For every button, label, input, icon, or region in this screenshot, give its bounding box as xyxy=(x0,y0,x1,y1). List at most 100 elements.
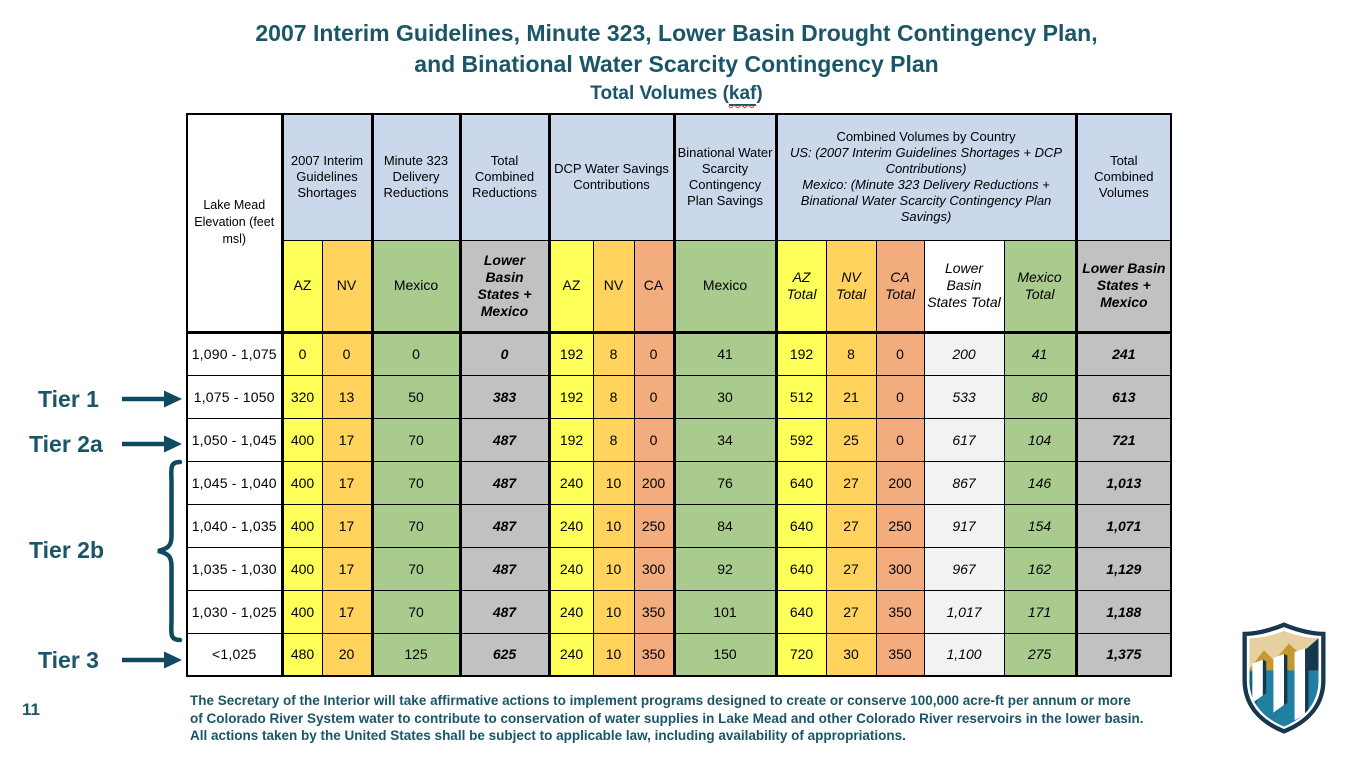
cell-nv-dcp: 10 xyxy=(592,546,635,591)
subheader-mexico: Mexico xyxy=(370,239,461,333)
cell-az-total: 192 xyxy=(774,330,827,376)
cell-elevation: 1,030 - 1,025 xyxy=(186,589,283,634)
footer-note: The Secretary of the Interior will take … xyxy=(190,692,1195,745)
cell-mexico: 70 xyxy=(370,546,461,591)
bureau-of-reclamation-shield-logo xyxy=(1236,620,1332,738)
cell-mexico-binational: 84 xyxy=(672,503,777,548)
logo-dam-tower-shadow xyxy=(1262,659,1267,696)
subheader-mexico-binational: Mexico xyxy=(672,239,777,333)
table-row: 1,045 - 1,040 400 17 70 487 240 10 200 7… xyxy=(186,460,1172,505)
cell-lower-basin-states-total: 867 xyxy=(923,460,1005,505)
table-row: 1,075 - 1050 320 13 50 383 192 8 0 30 51… xyxy=(186,374,1172,419)
cell-mexico: 70 xyxy=(370,503,461,548)
cell-az: 480 xyxy=(280,632,323,677)
cell-total-combined-volumes: 1,071 xyxy=(1074,503,1172,548)
cell-mexico-total: 80 xyxy=(1003,374,1077,419)
cell-total-combined-volumes: 721 xyxy=(1074,417,1172,462)
cell-nv-total: 27 xyxy=(825,460,877,505)
cell-az-dcp: 240 xyxy=(547,503,594,548)
table-row: 1,040 - 1,035 400 17 70 487 240 10 250 8… xyxy=(186,503,1172,548)
cell-total-combined-reductions: 487 xyxy=(458,589,550,634)
cell-ca-dcp: 0 xyxy=(633,374,675,419)
cell-nv-dcp: 10 xyxy=(592,460,635,505)
subheader-total-lower-basin-states-mexico: Lower Basin States + Mexico xyxy=(1074,239,1172,333)
cell-az-total: 640 xyxy=(774,460,827,505)
cell-az: 320 xyxy=(280,374,323,419)
subheader-az-dcp: AZ xyxy=(547,239,594,333)
cell-ca-total: 250 xyxy=(875,503,925,548)
group-header-total-combined-volumes: Total Combined Volumes xyxy=(1074,113,1172,241)
cell-nv-total: 30 xyxy=(825,632,877,677)
combined-volumes-line-3: Mexico: (Minute 323 Delivery Reductions … xyxy=(800,177,1052,225)
subheader-az-total: AZ Total xyxy=(774,239,827,333)
group-header-dcp-water-savings: DCP Water Savings Contributions xyxy=(547,113,675,241)
cell-nv: 13 xyxy=(321,374,373,419)
cell-mexico-binational: 92 xyxy=(672,546,777,591)
subheader-ca-dcp: CA xyxy=(633,239,675,333)
subtitle-suffix: ) xyxy=(756,83,763,104)
cell-az: 400 xyxy=(280,546,323,591)
cell-az: 400 xyxy=(280,589,323,634)
group-header-binational-plan-savings: Binational Water Scarcity Contingency Pl… xyxy=(672,113,777,241)
cell-total-combined-volumes: 1,013 xyxy=(1074,460,1172,505)
cell-az-total: 512 xyxy=(774,374,827,419)
cell-lower-basin-states-total: 967 xyxy=(923,546,1005,591)
table-row: 1,050 - 1,045 400 17 70 487 192 8 0 34 5… xyxy=(186,417,1172,462)
cell-ca-total: 0 xyxy=(875,417,925,462)
cell-az-total: 640 xyxy=(774,503,827,548)
cell-total-combined-reductions: 487 xyxy=(458,503,550,548)
footer-line-1: The Secretary of the Interior will take … xyxy=(190,693,1131,708)
cell-total-combined-reductions: 487 xyxy=(458,460,550,505)
cell-nv-dcp: 10 xyxy=(592,503,635,548)
cell-mexico-total: 41 xyxy=(1003,330,1077,376)
cell-elevation: 1,050 - 1,045 xyxy=(186,417,283,462)
cell-az: 400 xyxy=(280,503,323,548)
cell-az-total: 592 xyxy=(774,417,827,462)
combined-volumes-line-1: Combined Volumes by Country xyxy=(836,129,1016,145)
cell-mexico: 0 xyxy=(370,330,461,376)
cell-az-dcp: 240 xyxy=(547,460,594,505)
tier-1-label: Tier 1 xyxy=(38,386,99,412)
cell-elevation: 1,040 - 1,035 xyxy=(186,503,283,548)
logo-dam-tower xyxy=(1252,659,1263,703)
cell-nv: 17 xyxy=(321,589,373,634)
cell-mexico-binational: 30 xyxy=(672,374,777,419)
table-row: 1,090 - 1,075 0 0 0 0 192 8 0 41 192 8 0… xyxy=(186,330,1172,376)
table-row: 1,030 - 1,025 400 17 70 487 240 10 350 1… xyxy=(186,589,1172,634)
table-row: <1,025 480 20 125 625 240 10 350 150 720… xyxy=(186,632,1172,677)
cell-total-combined-volumes: 1,129 xyxy=(1074,546,1172,591)
cell-az-total: 640 xyxy=(774,589,827,634)
cell-ca-total: 300 xyxy=(875,546,925,591)
footer-line-2: of Colorado River System water to contri… xyxy=(190,710,1144,726)
group-header-total-combined-reductions: Total Combined Reductions xyxy=(458,113,550,241)
cell-ca-total: 350 xyxy=(875,632,925,677)
cell-mexico: 70 xyxy=(370,460,461,505)
cell-lower-basin-states-total: 617 xyxy=(923,417,1005,462)
slide-subtitle: Total Volumes (kaf) xyxy=(0,83,1353,106)
subheader-lower-basin-states-mexico: Lower Basin States + Mexico xyxy=(458,239,550,333)
cell-az-dcp: 240 xyxy=(547,546,594,591)
cell-az-dcp: 192 xyxy=(547,417,594,462)
subheader-mexico-total: Mexico Total xyxy=(1003,239,1077,333)
cell-nv-dcp: 8 xyxy=(592,374,635,419)
cell-mexico-binational: 101 xyxy=(672,589,777,634)
tier-2a-label: Tier 2a xyxy=(29,431,103,457)
logo-dam-tower xyxy=(1294,648,1306,721)
cell-mexico-binational: 76 xyxy=(672,460,777,505)
cell-nv-dcp: 10 xyxy=(592,632,635,677)
cell-lower-basin-states-total: 917 xyxy=(923,503,1005,548)
cell-total-combined-reductions: 487 xyxy=(458,546,550,591)
cell-ca-total: 0 xyxy=(875,374,925,419)
cell-elevation: 1,045 - 1,040 xyxy=(186,460,283,505)
cell-lower-basin-states-total: 200 xyxy=(923,330,1005,376)
page-number: 11 xyxy=(22,700,40,719)
cell-mexico: 70 xyxy=(370,589,461,634)
cell-ca-dcp: 0 xyxy=(633,417,675,462)
cell-az-dcp: 240 xyxy=(547,632,594,677)
cell-nv: 17 xyxy=(321,417,373,462)
subheader-lower-basin-states-total: Lower Basin States Total xyxy=(923,239,1005,333)
corner-header-lake-mead-elevation: Lake Mead Elevation (feet msl) xyxy=(186,113,283,333)
cell-az-total: 720 xyxy=(774,632,827,677)
cell-ca-dcp: 300 xyxy=(633,546,675,591)
slide-title: 2007 Interim Guidelines, Minute 323, Low… xyxy=(0,18,1353,80)
